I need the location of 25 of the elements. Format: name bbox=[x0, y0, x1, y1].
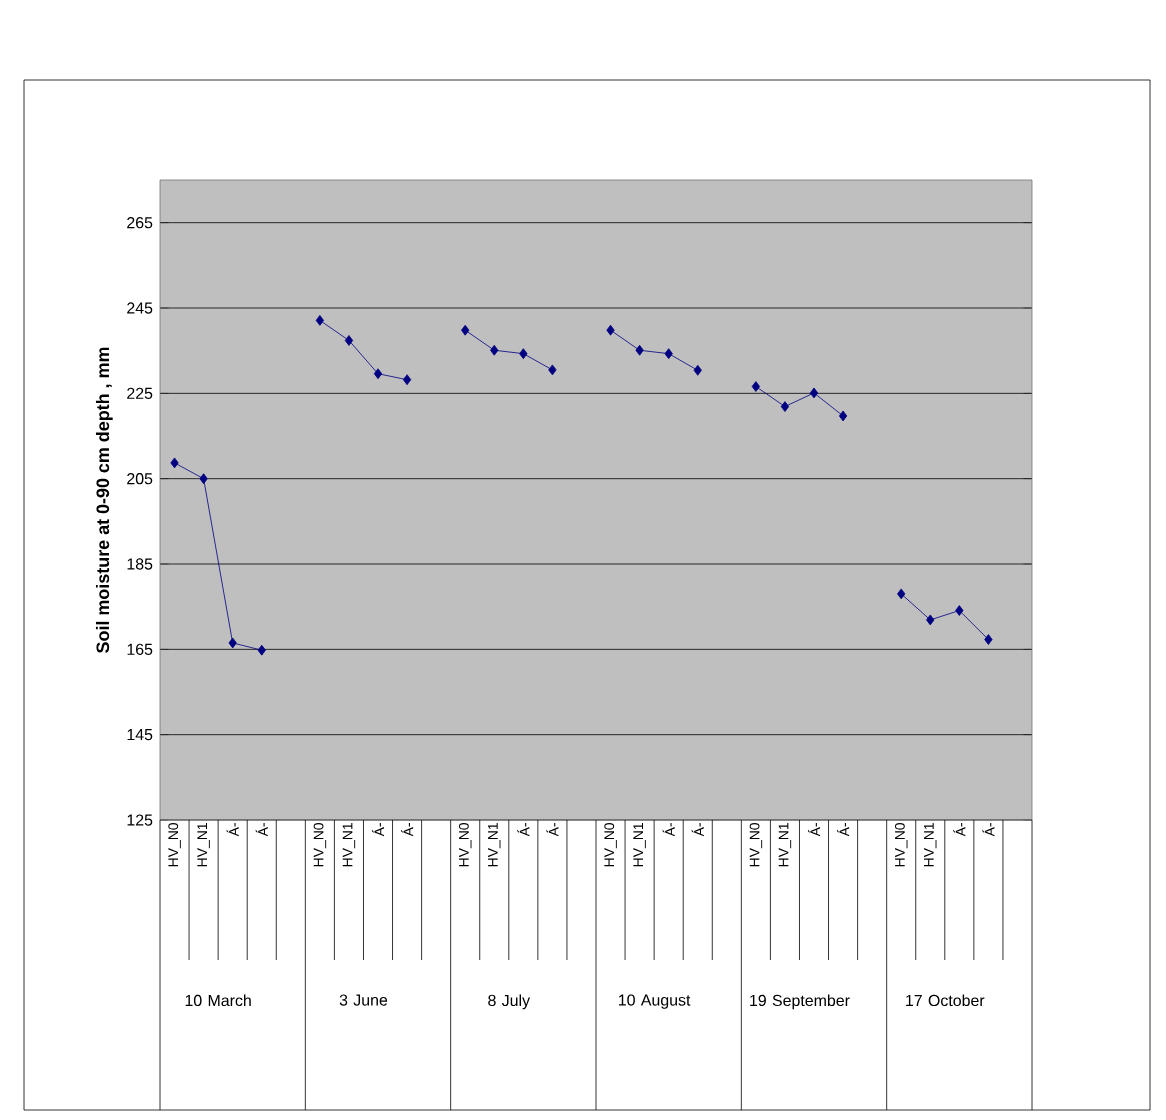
point bbox=[199, 473, 208, 485]
point bbox=[809, 387, 819, 399]
y-axis-title: Soil moisture at 0-90 cm depth , mm bbox=[95, 347, 113, 653]
point bbox=[693, 364, 702, 376]
point bbox=[606, 324, 615, 336]
point bbox=[955, 605, 964, 616]
point bbox=[838, 410, 848, 422]
point bbox=[257, 644, 266, 656]
point bbox=[461, 324, 470, 336]
point bbox=[548, 364, 557, 376]
point bbox=[751, 381, 760, 392]
point bbox=[780, 401, 790, 412]
point bbox=[402, 374, 412, 386]
point bbox=[315, 315, 324, 326]
point bbox=[664, 348, 673, 360]
point bbox=[490, 344, 499, 356]
point bbox=[373, 368, 383, 380]
point bbox=[897, 588, 906, 600]
point bbox=[984, 634, 993, 645]
point bbox=[635, 344, 644, 356]
point bbox=[170, 457, 179, 469]
point bbox=[228, 637, 237, 649]
point bbox=[344, 335, 354, 346]
point bbox=[519, 348, 528, 360]
point bbox=[926, 614, 935, 626]
